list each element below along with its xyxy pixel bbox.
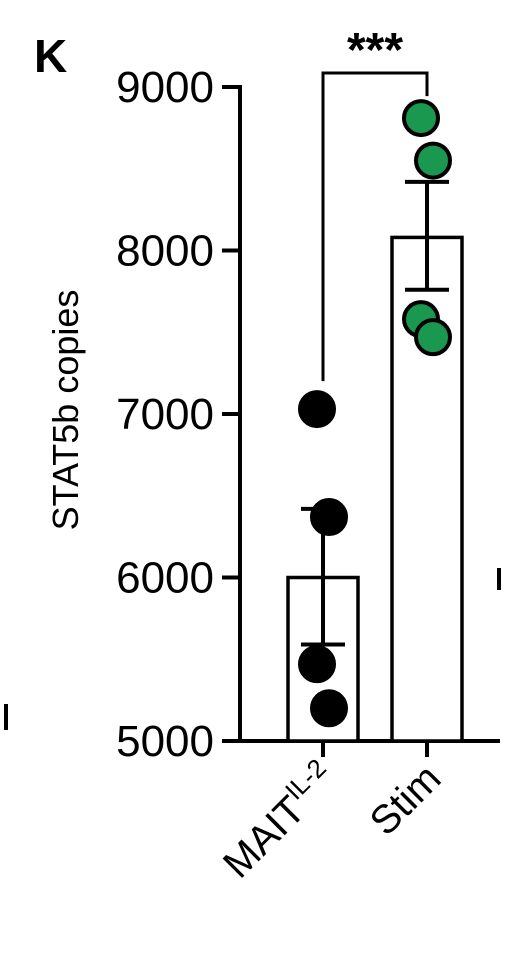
data-point-1-1 [414,141,452,180]
y-axis: 5000 6000 7000 8000 9000 [116,63,242,766]
data-point-0-3 [310,689,348,728]
category-labels: MAITIL-2 Stim [211,753,450,887]
significance-bracket: *** [321,24,429,382]
data-point-1-0 [402,99,440,138]
edge-mark-left [4,704,8,730]
y-tick-label-1: 6000 [116,554,214,603]
y-tick-label-0: 5000 [116,717,214,766]
category-label-main-1: Stim [362,756,450,844]
edge-mark-right [497,568,501,590]
y-tick-label-3: 8000 [116,227,214,276]
x-axis [240,739,500,757]
panel-label: K [34,30,67,82]
significance-line [321,71,429,382]
points-layer [298,99,452,728]
error-bars-layer [301,179,449,647]
y-tick-label-2: 7000 [116,390,214,439]
data-point-0-1 [310,498,348,537]
significance-label: *** [347,24,403,77]
data-point-0-2 [298,645,336,684]
data-point-0-0 [298,390,336,429]
y-axis-title: STAT5b copies [45,290,86,531]
y-tick-label-4: 9000 [116,63,214,112]
category-label-1: Stim [362,756,450,844]
data-point-1-3 [414,318,452,357]
category-label-0: MAITIL-2 [211,753,345,887]
